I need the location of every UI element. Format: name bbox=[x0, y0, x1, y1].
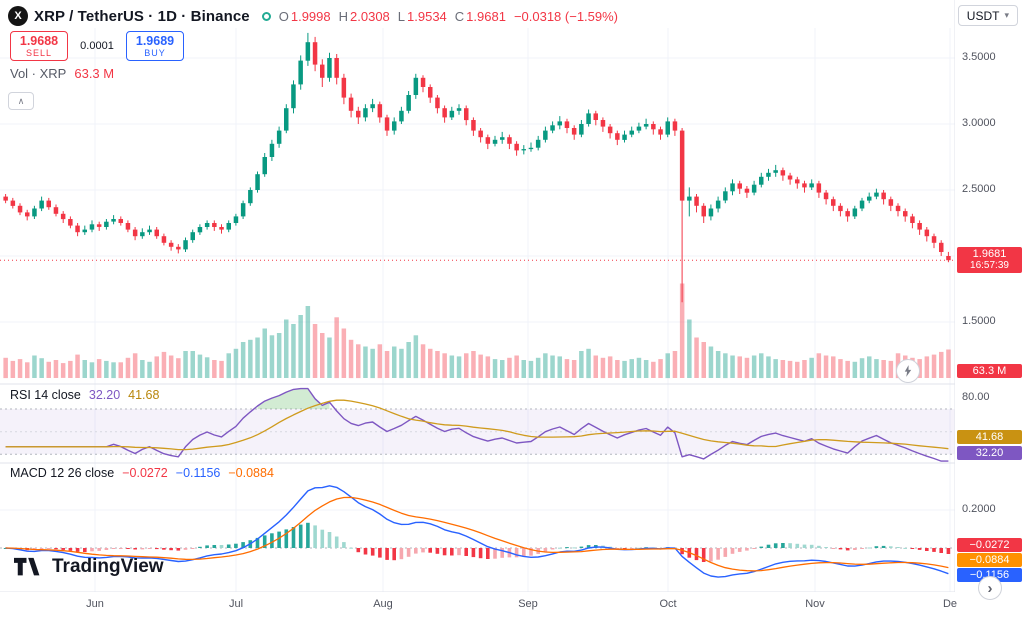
rsi-value: 32.20 bbox=[88, 388, 121, 402]
rsi-ma-axis-label: 41.68 bbox=[957, 430, 1022, 444]
macd-signal-value: −0.0884 bbox=[228, 466, 274, 480]
rsi-title: RSI 14 close bbox=[10, 388, 81, 402]
rsi-axis-label: 32.20 bbox=[957, 446, 1022, 460]
high-value: 2.0308 bbox=[350, 8, 390, 24]
market-status-icon bbox=[261, 11, 271, 21]
price-tick-label: 2.5000 bbox=[962, 183, 996, 195]
macd-hist-value: −0.0272 bbox=[122, 466, 168, 480]
spread-value: 0.0001 bbox=[80, 40, 114, 52]
macd-title: MACD 12 26 close bbox=[10, 466, 115, 480]
open-value: 1.9998 bbox=[290, 8, 331, 24]
volume-label: Vol · XRP bbox=[10, 66, 67, 81]
sell-button[interactable]: 1.9688 SELL bbox=[10, 31, 68, 61]
watermark-text: TradingView bbox=[52, 556, 164, 577]
go-to-realtime-button[interactable]: › bbox=[978, 576, 1002, 600]
symbol-title[interactable]: XRP / TetherUS · 1D · Binance bbox=[34, 7, 250, 25]
xrp-logo-icon: X bbox=[8, 6, 28, 26]
volume-axis-label: 63.3 M bbox=[957, 364, 1022, 378]
currency-dropdown[interactable]: USDT ▾ bbox=[957, 5, 1018, 26]
bar-countdown: 16:57:39 bbox=[970, 260, 1009, 271]
chevron-down-icon: ▾ bbox=[1004, 10, 1009, 20]
open-label: O bbox=[278, 8, 289, 24]
time-tick-label: Nov bbox=[805, 598, 825, 610]
price-tick-label: 3.5000 bbox=[962, 51, 996, 63]
macd-hist-axis-label: −0.0272 bbox=[957, 538, 1022, 552]
sell-label: SELL bbox=[25, 48, 53, 59]
time-tick-label: Jul bbox=[228, 598, 244, 610]
close-value: 1.9681 bbox=[466, 8, 506, 24]
chevron-right-icon: › bbox=[987, 579, 993, 597]
time-tick-label: Sep bbox=[518, 598, 538, 610]
macd-legend[interactable]: MACD 12 26 close −0.0272 −0.1156 −0.0884 bbox=[10, 466, 274, 480]
last-price-value: 1.9681 bbox=[972, 248, 1007, 260]
time-tick-label: Aug bbox=[373, 598, 393, 610]
chart-legend: X XRP / TetherUS · 1D · Binance O 1.9998 … bbox=[8, 5, 618, 27]
chevron-up-icon: ∧ bbox=[17, 95, 25, 106]
currency-label: USDT bbox=[966, 8, 1000, 23]
price-tick-label: 3.0000 bbox=[962, 117, 996, 129]
last-price-label: 1.9681 16:57:39 bbox=[957, 247, 1022, 273]
lightning-icon bbox=[904, 365, 912, 377]
price-tick-label: 1.5000 bbox=[962, 315, 996, 327]
time-axis[interactable]: Jun Jul Aug Sep Oct Nov De bbox=[0, 592, 1024, 617]
instant-trade-button[interactable] bbox=[896, 359, 920, 383]
macd-line-value: −0.1156 bbox=[175, 466, 221, 480]
buy-label: BUY bbox=[144, 48, 166, 59]
close-label: C bbox=[454, 8, 465, 24]
time-tick-label: De bbox=[942, 598, 958, 610]
macd-axis-label: 0.2000 bbox=[962, 503, 996, 515]
time-tick-label: Oct bbox=[659, 598, 677, 610]
tradingview-logo-icon bbox=[14, 557, 40, 576]
buy-button[interactable]: 1.9689 BUY bbox=[126, 31, 184, 61]
low-label: L bbox=[397, 8, 406, 24]
high-label: H bbox=[338, 8, 349, 24]
change-value: −0.0318 (−1.59%) bbox=[513, 8, 619, 24]
time-tick-label: Jun bbox=[86, 598, 104, 610]
price-axis[interactable]: 80.00 0.2000 1.9681 16:57:39 63.3 M 41.6… bbox=[955, 0, 1024, 592]
rsi-upper-band-label: 80.00 bbox=[962, 391, 990, 403]
buy-price: 1.9689 bbox=[135, 33, 175, 48]
rsi-ma-value: 41.68 bbox=[128, 388, 160, 402]
macd-line-axis-label: −0.1156 bbox=[957, 568, 1022, 582]
volume-value: 63.3 M bbox=[74, 66, 115, 81]
ohlc-values: O 1.9998 H 2.0308 L 1.9534 C 1.9681 −0.0318 … bbox=[279, 9, 618, 24]
trade-panel: 1.9688 SELL 0.0001 1.9689 BUY bbox=[10, 31, 184, 61]
low-value: 1.9534 bbox=[407, 8, 447, 24]
macd-signal-axis-label: −0.0884 bbox=[957, 553, 1022, 567]
rsi-legend[interactable]: RSI 14 close 32.20 41.68 bbox=[10, 388, 159, 402]
volume-legend: Vol · XRP 63.3 M bbox=[10, 66, 114, 81]
tradingview-watermark[interactable]: TradingView bbox=[14, 556, 164, 578]
sell-price: 1.9688 bbox=[19, 33, 59, 48]
legend-collapse-button[interactable]: ∧ bbox=[8, 92, 34, 110]
